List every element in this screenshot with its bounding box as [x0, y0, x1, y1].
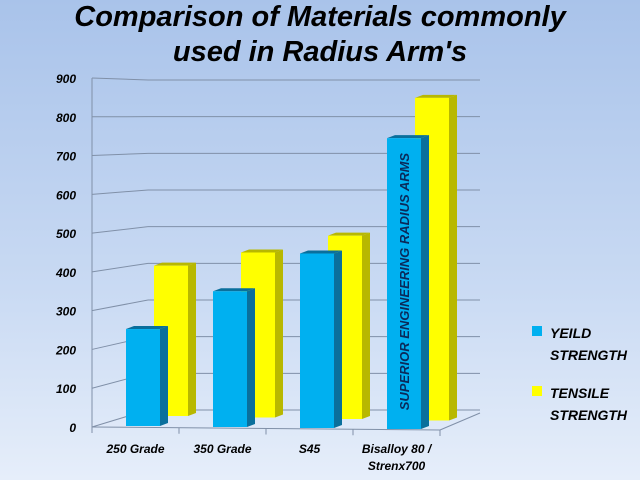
bar-tensile-side: [362, 232, 370, 419]
y-tick-label: 100: [56, 382, 76, 396]
gridline-side: [91, 77, 149, 81]
x-tick-label: S45: [299, 442, 321, 456]
gridline-side: [91, 299, 149, 312]
bar-yield-top: [300, 250, 342, 254]
bar-yield: [300, 253, 334, 428]
bar-tensile-top: [154, 262, 196, 266]
x-axis-depth: [439, 412, 481, 431]
bar-yield-side: [334, 250, 342, 428]
bar-tensile-top: [415, 94, 457, 98]
y-tick-label: 0: [69, 421, 76, 435]
bar-tensile-top: [241, 249, 283, 253]
gridline-side: [91, 262, 149, 273]
legend-label-yield: YEILD STRENGTH: [550, 325, 627, 363]
annotation-label: SUPERIOR ENGINEERING RADIUS ARMS: [397, 153, 412, 411]
y-tick-label: 500: [56, 227, 76, 241]
y-tick-label: 900: [56, 72, 76, 86]
bar-yield-side: [421, 135, 429, 429]
gridline-side: [91, 189, 149, 195]
bar-yield-top: [213, 288, 255, 292]
x-tick-label: Bisalloy 80 /: [362, 442, 433, 456]
legend-swatch-tensile: [532, 386, 542, 396]
legend-swatch-yield: [532, 326, 542, 336]
gridline-side: [91, 152, 149, 157]
x-tick-label: 350 Grade: [193, 442, 251, 456]
y-tick-label: 200: [55, 343, 76, 357]
y-tick-label: 300: [56, 305, 76, 319]
bar-tensile-side: [449, 94, 457, 421]
legend-item-yield: YEILD STRENGTH: [532, 322, 640, 366]
gridline-side: [91, 226, 149, 234]
y-tick-label: 400: [55, 266, 76, 280]
bar-yield-side: [247, 288, 255, 427]
bar-yield-top: [387, 135, 429, 139]
bar-yield: [213, 291, 247, 427]
legend: YEILD STRENGTH TENSILE STRENGTH: [532, 322, 640, 442]
bar-yield: [387, 138, 421, 429]
bar-yield-top: [126, 326, 168, 330]
x-tick-label: 250 Grade: [105, 442, 164, 456]
bar-tensile-side: [188, 262, 196, 416]
x-tick-label: Strenx700: [368, 459, 426, 473]
bar-yield: [126, 329, 160, 426]
bar-tensile-side: [275, 249, 283, 418]
bar-yield-side: [160, 326, 168, 426]
chart-title: Comparison of Materials commonly used in…: [74, 1, 566, 68]
legend-label-tensile: TENSILE STRENGTH: [550, 385, 627, 423]
y-tick-label: 600: [56, 188, 76, 202]
y-tick-label: 700: [56, 150, 76, 164]
y-tick-label: 800: [56, 111, 76, 125]
bar-tensile-top: [328, 232, 370, 236]
legend-item-tensile: TENSILE STRENGTH: [532, 382, 640, 426]
